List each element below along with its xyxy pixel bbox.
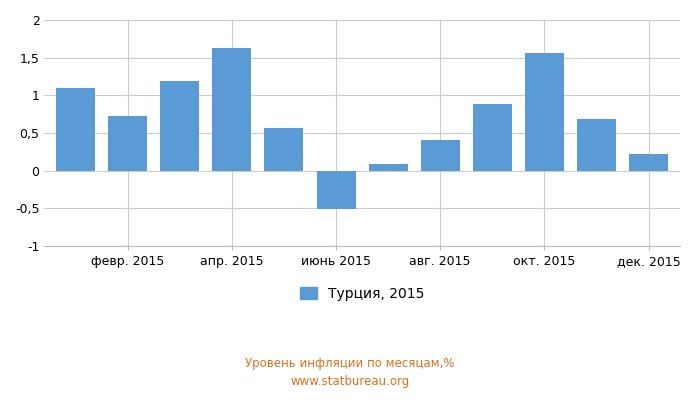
Bar xyxy=(629,154,668,170)
Bar xyxy=(160,81,200,170)
Bar xyxy=(369,164,407,170)
Bar xyxy=(525,53,564,170)
Bar xyxy=(56,88,95,170)
Bar xyxy=(316,170,356,209)
Bar xyxy=(473,104,512,170)
Bar xyxy=(577,119,616,170)
Bar xyxy=(108,116,147,170)
Text: Уровень инфляции по месяцам,%
www.statbureau.org: Уровень инфляции по месяцам,% www.statbu… xyxy=(245,357,455,388)
Legend: Турция, 2015: Турция, 2015 xyxy=(300,287,424,301)
Bar xyxy=(265,128,304,170)
Bar xyxy=(421,140,460,170)
Bar xyxy=(212,48,251,170)
